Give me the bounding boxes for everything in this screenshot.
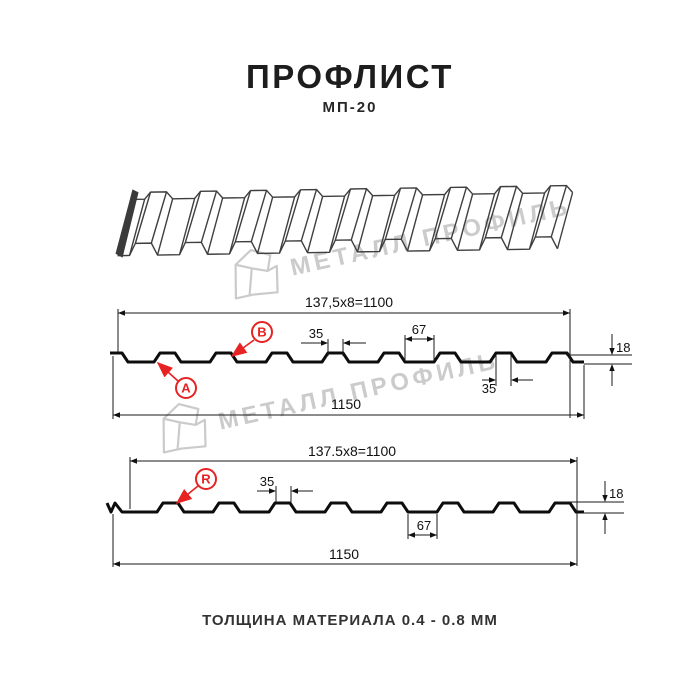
dim-full-width: 1150	[329, 546, 359, 562]
dim-crest-width: 35	[260, 474, 274, 489]
watermark-text: МЕТАЛЛ ПРОФИЛЬ	[288, 193, 574, 281]
profile-cross-section-top: 137,5x8=1100 1150 35 67 35 18 A B	[110, 294, 632, 419]
profile-outline	[110, 351, 584, 364]
brand-logo-icon	[234, 249, 279, 300]
material-thickness-note: ТОЛЩИНА МАТЕРИАЛА 0.4 - 0.8 ММ	[202, 612, 498, 629]
dim-crest-width: 35	[309, 326, 323, 341]
side-label-a: A	[156, 361, 197, 399]
dim-crest-width-2: 35	[482, 381, 496, 396]
product-model: МП-20	[322, 99, 378, 116]
dimension-arrowheads	[113, 310, 615, 567]
side-label-b: B	[230, 321, 273, 357]
dim-valley-width: 67	[417, 518, 431, 533]
label-b-letter: B	[257, 325, 266, 340]
dim-height: 18	[616, 340, 630, 355]
label-r-letter: R	[201, 472, 211, 487]
profile-cross-section-bottom: 137.5x8=1100 1150 35 67 18 R	[105, 443, 624, 567]
dim-height: 18	[609, 486, 623, 501]
dim-coverage-width: 137,5x8=1100	[305, 294, 393, 310]
watermark-brand-upper: МЕТАЛЛ ПРОФИЛЬ	[234, 193, 574, 300]
dim-valley-width: 67	[412, 322, 426, 337]
profile-outline	[105, 501, 584, 514]
dimension-lines	[112, 309, 632, 419]
side-label-r: R	[175, 468, 217, 505]
brand-logo-icon	[162, 403, 207, 454]
sheet-3d-illustration	[115, 184, 574, 258]
dim-coverage-width: 137.5x8=1100	[308, 443, 396, 459]
dim-full-width: 1150	[331, 396, 361, 412]
page-title: ПРОФЛИСТ	[246, 58, 454, 95]
label-a-letter: A	[181, 381, 191, 396]
